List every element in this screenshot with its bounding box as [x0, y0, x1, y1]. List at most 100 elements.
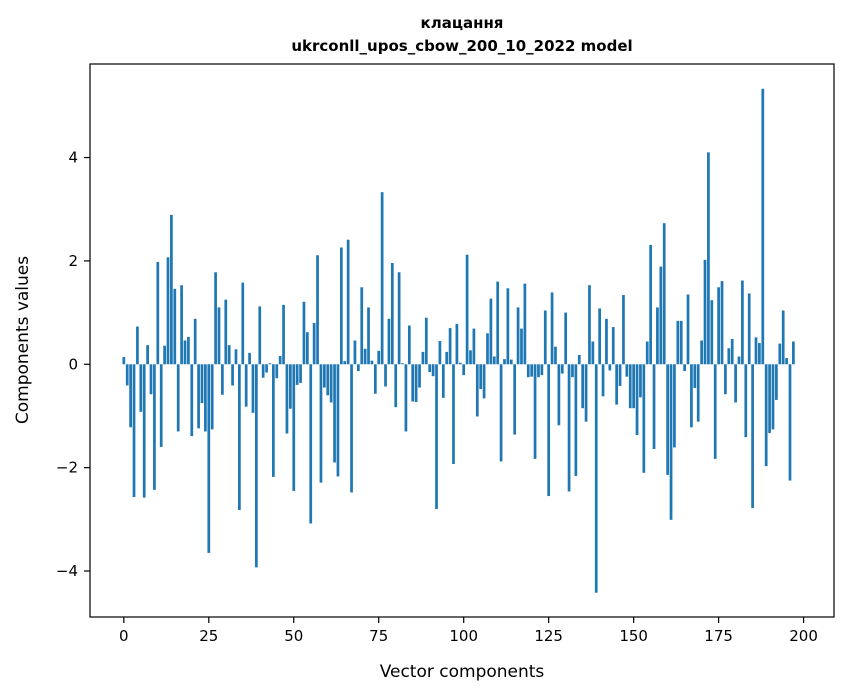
- bar-component-23: [200, 364, 204, 404]
- bar-component-94: [441, 364, 445, 398]
- bar-component-163: [676, 320, 680, 365]
- bar-component-46: [278, 356, 282, 365]
- bar-component-141: [601, 364, 605, 397]
- bar-component-66: [346, 239, 350, 365]
- bar-component-143: [608, 364, 612, 371]
- bar-component-142: [605, 318, 608, 365]
- bar-component-17: [180, 285, 183, 365]
- bar-component-172: [707, 152, 710, 365]
- bar-component-134: [577, 354, 581, 365]
- bar-component-156: [652, 364, 656, 450]
- bar-component-1: [125, 364, 129, 386]
- bar-component-70: [360, 287, 364, 365]
- bar-component-146: [618, 364, 622, 386]
- bar-component-164: [679, 320, 683, 365]
- bar-component-171: [703, 259, 707, 365]
- bar-component-19: [187, 336, 190, 365]
- bar-component-179: [730, 338, 734, 365]
- bar-component-136: [584, 364, 588, 422]
- bar-component-189: [764, 364, 768, 467]
- bar-component-144: [611, 327, 615, 365]
- bar-component-176: [720, 281, 724, 365]
- bar-component-169: [696, 364, 700, 422]
- bar-component-37: [248, 352, 251, 365]
- x-tick-label: 25: [199, 627, 218, 645]
- bar-component-52: [299, 364, 302, 383]
- bar-component-24: [204, 364, 207, 432]
- bar-component-157: [656, 307, 659, 365]
- bar-component-160: [666, 364, 669, 475]
- bar-component-36: [244, 364, 248, 407]
- bar-component-63: [336, 364, 340, 477]
- bar-component-32: [231, 364, 234, 386]
- bar-component-3: [132, 364, 136, 498]
- bar-component-173: [710, 300, 714, 365]
- bar-component-150: [632, 364, 635, 409]
- bar-component-21: [193, 318, 197, 365]
- bar-component-14: [170, 214, 173, 365]
- bar-component-89: [424, 317, 428, 365]
- bar-component-12: [163, 345, 166, 365]
- bar-component-43: [268, 363, 272, 365]
- bar-component-166: [686, 294, 690, 365]
- x-tick-label: 75: [369, 627, 388, 645]
- x-axis-ticks: 0 25 50 75 100 125 150 175 200: [119, 617, 818, 645]
- bar-component-108: [489, 298, 493, 365]
- chart-title: клацання: [421, 14, 504, 32]
- bar-component-126: [550, 292, 554, 365]
- bar-component-65: [343, 361, 347, 365]
- bar-component-195: [785, 358, 788, 365]
- bar-component-92: [435, 364, 438, 509]
- bar-component-39: [255, 364, 258, 568]
- bar-component-93: [438, 341, 442, 365]
- bar-component-131: [567, 364, 571, 492]
- y-tick-label: −2: [56, 459, 78, 477]
- bar-component-140: [598, 308, 602, 365]
- bar-component-127: [554, 346, 557, 365]
- bar-component-117: [520, 328, 523, 365]
- bar-component-124: [543, 310, 547, 365]
- bar-component-112: [503, 359, 506, 365]
- bar-component-29: [221, 364, 224, 395]
- bar-component-8: [149, 364, 153, 395]
- bar-component-170: [700, 340, 703, 365]
- bar-component-95: [445, 351, 449, 365]
- bar-component-190: [768, 364, 771, 434]
- bar-component-133: [574, 364, 578, 476]
- bar-component-13: [166, 257, 170, 365]
- bar-component-88: [421, 351, 425, 365]
- x-tick-label: 200: [789, 627, 818, 645]
- bar-component-58: [319, 364, 323, 483]
- bar-component-48: [285, 364, 289, 434]
- bar-component-26: [210, 364, 214, 430]
- bar-component-167: [690, 364, 693, 428]
- bar-component-60: [326, 364, 330, 396]
- bar-component-148: [625, 364, 629, 377]
- bar-component-75: [377, 350, 381, 365]
- bar-component-9: [153, 364, 156, 490]
- bar-component-105: [479, 364, 483, 390]
- bar-component-196: [788, 364, 792, 481]
- bar-component-192: [775, 364, 778, 400]
- bar-component-114: [509, 359, 513, 365]
- bar-component-49: [289, 364, 292, 409]
- bar-component-74: [373, 364, 377, 394]
- bar-component-115: [513, 364, 517, 435]
- bar-component-161: [669, 364, 673, 520]
- bar-component-175: [717, 287, 720, 365]
- bar-component-107: [486, 333, 489, 365]
- bar-component-191: [771, 364, 775, 430]
- bar-component-7: [146, 345, 149, 365]
- bar-component-33: [234, 349, 238, 365]
- y-axis-ticks: −4 −2 0 2 4: [56, 149, 90, 580]
- bar-component-6: [142, 364, 146, 498]
- bar-component-38: [251, 364, 255, 413]
- bar-component-83: [404, 364, 408, 432]
- bar-component-51: [295, 364, 299, 385]
- x-axis-label: Vector components: [380, 662, 545, 682]
- plot-frame: [89, 63, 835, 618]
- bar-component-106: [482, 364, 486, 399]
- bar-component-135: [581, 364, 585, 409]
- bar-component-154: [645, 341, 649, 365]
